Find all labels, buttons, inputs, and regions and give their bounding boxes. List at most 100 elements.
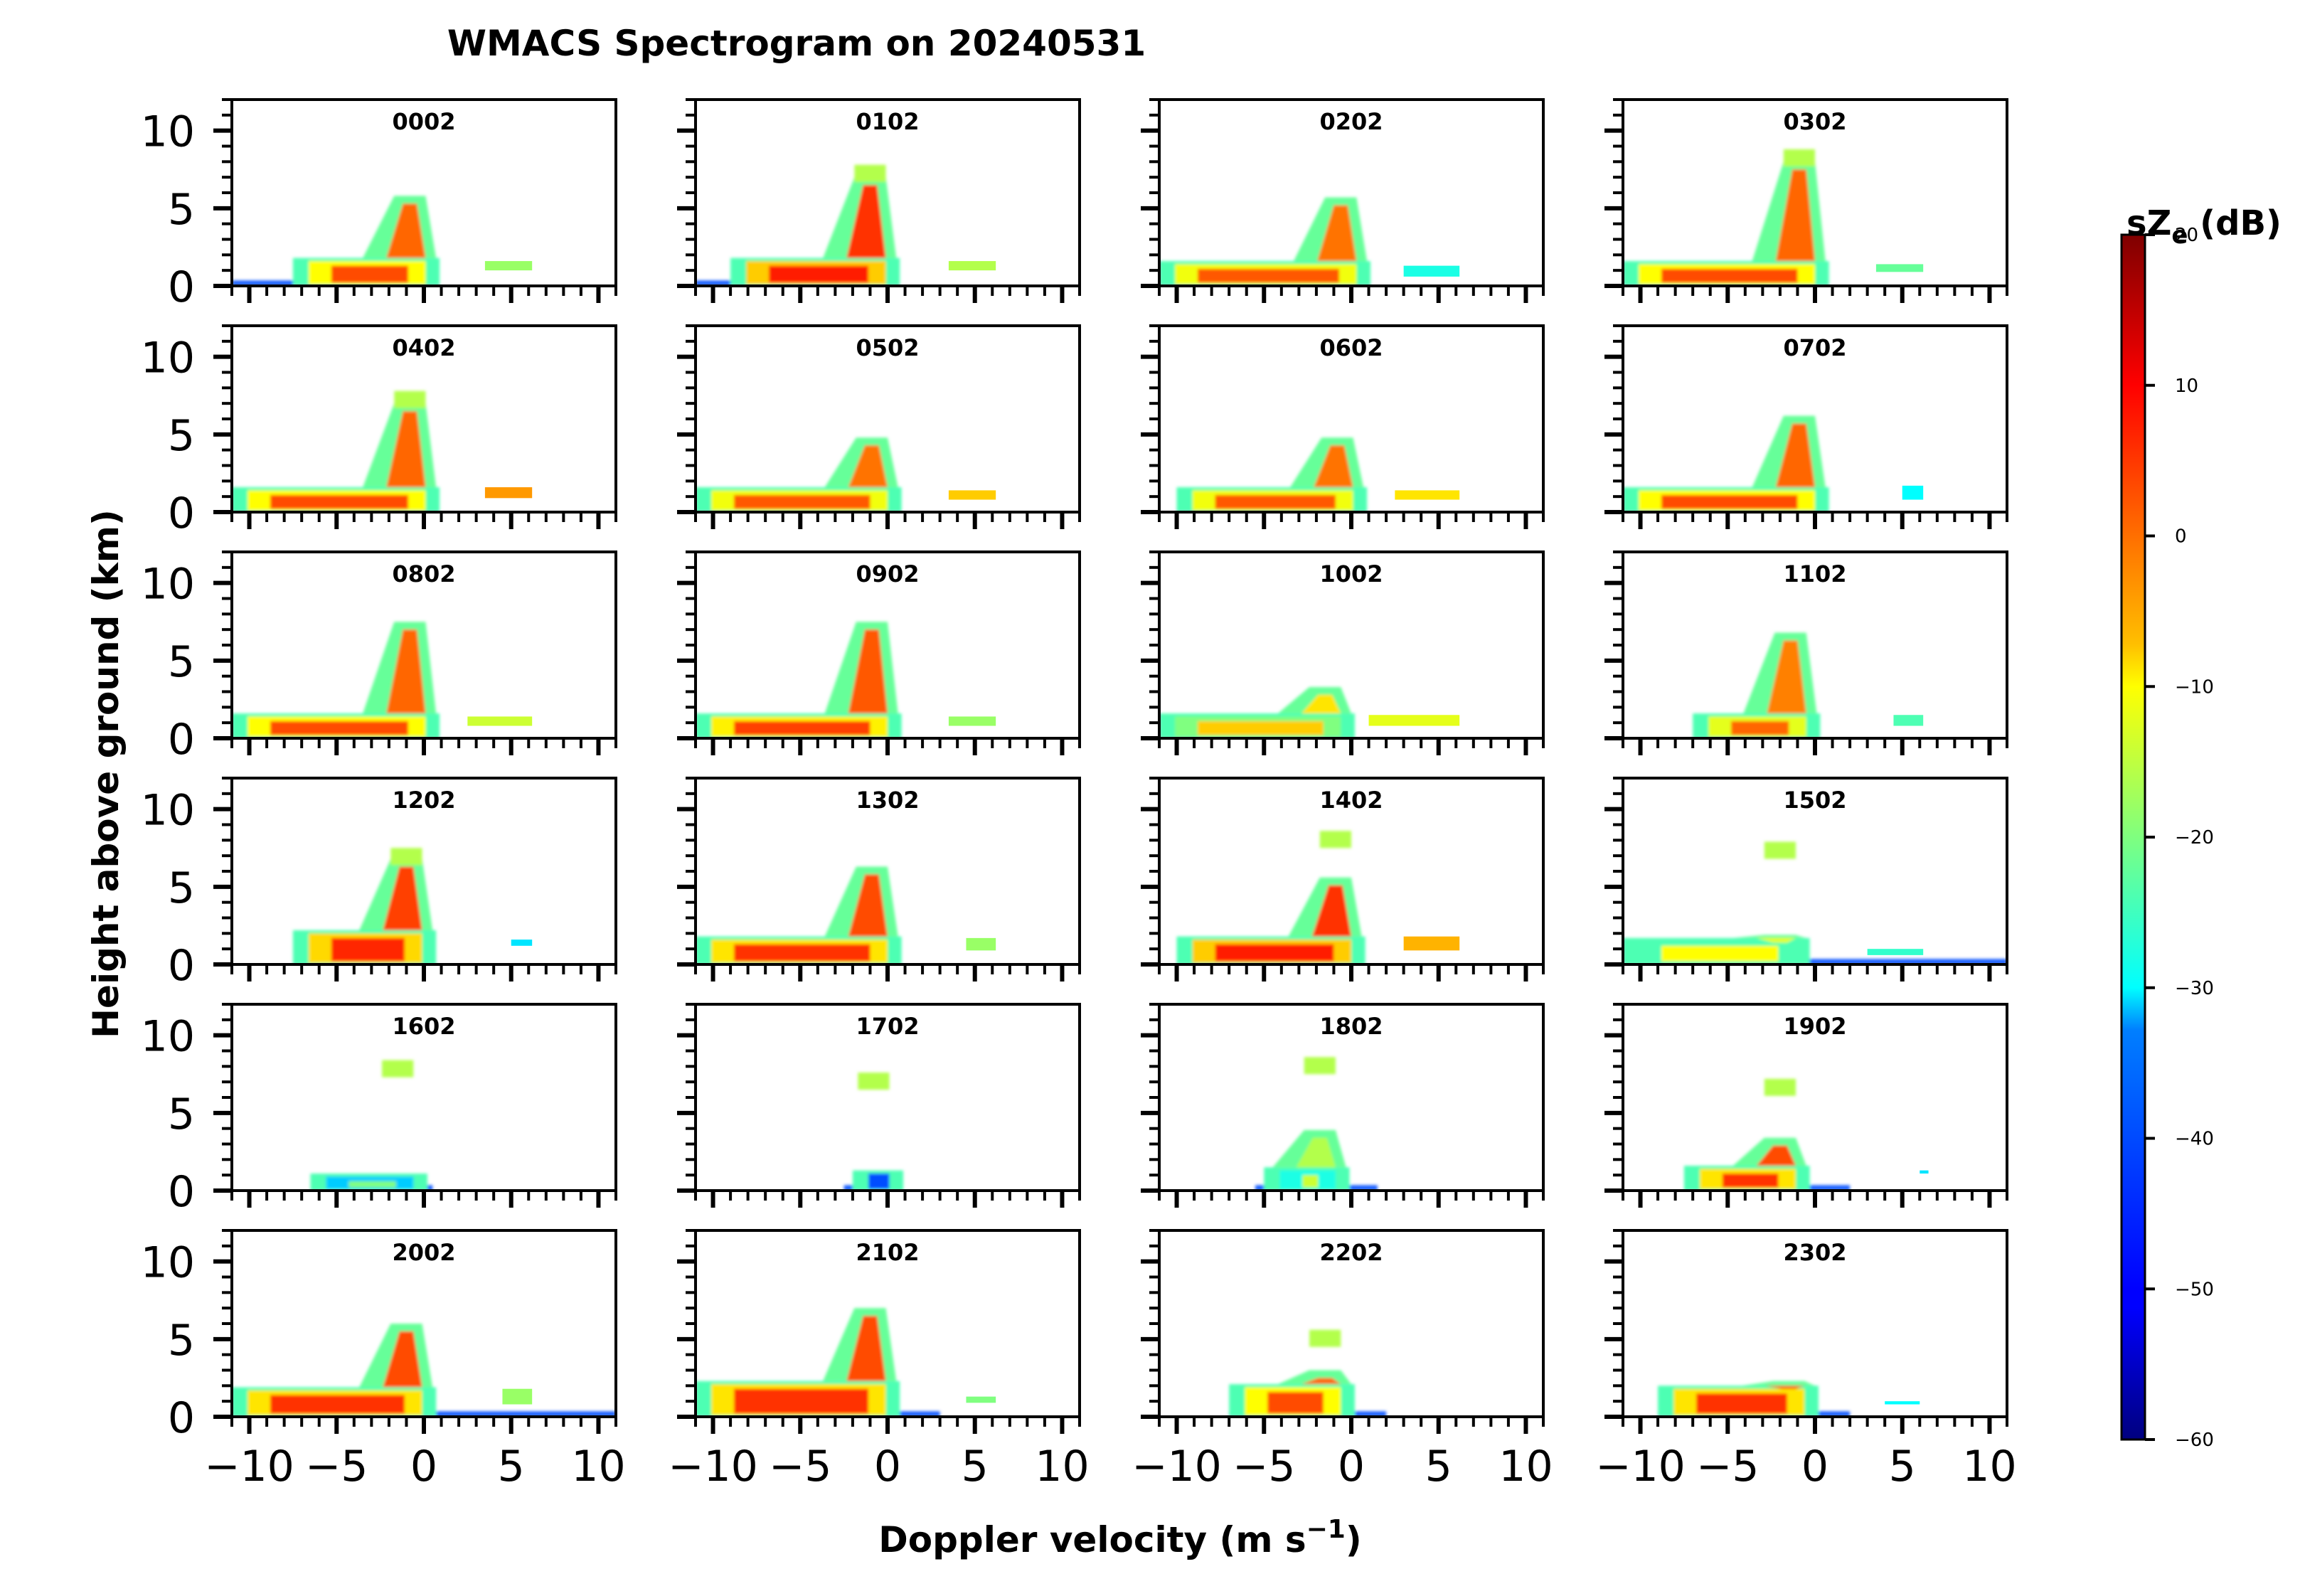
panel-1002: 1002 bbox=[1141, 550, 1545, 755]
spectrogram-field bbox=[1658, 1380, 1920, 1417]
panel-background bbox=[1623, 1004, 2007, 1191]
panel-time-label: 1702 bbox=[856, 1013, 919, 1040]
echo-core-inner bbox=[1756, 937, 1796, 943]
panel-0502: 0502 bbox=[677, 324, 1081, 529]
panel-frame bbox=[1158, 1003, 1545, 1192]
y-axis-label: Height above ground (km) bbox=[85, 509, 127, 1038]
spectrogram-echoes bbox=[1176, 437, 1368, 512]
x-tick-label: 5 bbox=[1425, 1442, 1452, 1491]
echo-layer-core bbox=[1198, 268, 1339, 283]
echo-core-inner bbox=[1314, 445, 1353, 488]
echo-aloft bbox=[390, 848, 422, 866]
x-tick-label: 0 bbox=[1801, 1442, 1828, 1491]
panel-frame bbox=[230, 324, 617, 514]
echo-core-inner bbox=[848, 445, 888, 488]
echo-side-band bbox=[1920, 1170, 1929, 1174]
panel-time-label: 1302 bbox=[856, 787, 919, 814]
echo-core-inner bbox=[846, 1316, 886, 1381]
spectrogram-echoes bbox=[1623, 415, 1829, 512]
echo-core-inner bbox=[1311, 885, 1351, 937]
y-tick-label: 10 bbox=[141, 786, 195, 836]
panel-time-label: 0902 bbox=[856, 560, 919, 587]
panel-frame bbox=[694, 1229, 1081, 1418]
echo-fringe bbox=[1623, 959, 2007, 964]
y-tick-label: 10 bbox=[141, 560, 195, 610]
echo-core-inner bbox=[386, 411, 426, 488]
spectrogram-field bbox=[696, 866, 996, 964]
echo-side-band bbox=[1875, 264, 1924, 272]
echo-core-inner bbox=[386, 629, 426, 714]
spectrogram-field bbox=[696, 622, 996, 738]
spectrogram-echoes bbox=[232, 1324, 616, 1417]
colorbar-tick-label: −60 bbox=[2175, 1430, 2214, 1451]
echo-layer-core bbox=[1731, 720, 1789, 735]
spectrogram-echoes bbox=[1229, 1329, 1387, 1417]
panel-frame bbox=[694, 777, 1081, 966]
spectrogram-field bbox=[696, 164, 996, 286]
x-tick-label: −5 bbox=[1233, 1442, 1295, 1491]
echo-side-band bbox=[948, 716, 996, 726]
spectrogram-echoes bbox=[1693, 632, 1821, 738]
colorbar-tick-label: −40 bbox=[2175, 1129, 2214, 1150]
x-tick-label: −10 bbox=[204, 1442, 294, 1491]
x-axis-label-close: ) bbox=[1346, 1519, 1362, 1560]
panel-time-label: 1202 bbox=[392, 787, 455, 814]
panel-time-label: 0402 bbox=[392, 334, 455, 361]
x-axis-label: Doppler velocity (m s−1) bbox=[878, 1515, 1361, 1560]
spectrogram-field bbox=[1159, 686, 1460, 738]
spectrogram-field bbox=[232, 622, 533, 738]
spectrogram-echoes bbox=[696, 622, 902, 738]
panel-2002: 0 5 10 −10 −5 0 5 10 2002 bbox=[141, 1229, 626, 1491]
x-tick-label: 5 bbox=[1889, 1442, 1916, 1491]
panel-time-label: 0302 bbox=[1783, 108, 1846, 135]
spectrogram-field bbox=[843, 1073, 904, 1191]
echo-core-inner bbox=[1756, 1145, 1796, 1166]
panel-time-label: 1102 bbox=[1783, 560, 1846, 587]
echo-side-band bbox=[1867, 949, 1924, 955]
spectrogram-field bbox=[1159, 197, 1460, 286]
echo-core-inner bbox=[1301, 1378, 1341, 1385]
panel-0702: 0702 bbox=[1604, 324, 2008, 529]
echo-aloft bbox=[1764, 841, 1796, 859]
y-tick-label: 0 bbox=[168, 715, 195, 765]
echo-side-band bbox=[1395, 490, 1460, 500]
echo-layer-core bbox=[1722, 1173, 1779, 1188]
echo-layer-core bbox=[769, 265, 868, 283]
panel-time-label: 2002 bbox=[392, 1239, 455, 1266]
echo-layer-core bbox=[1661, 268, 1798, 283]
y-tick-label: 10 bbox=[141, 334, 195, 383]
y-tick-label: 5 bbox=[168, 637, 195, 687]
echo-side-band bbox=[948, 261, 996, 271]
echo-side-band bbox=[1902, 485, 1924, 500]
echo-layer-core bbox=[348, 1181, 396, 1188]
panel-0102: 0102 bbox=[677, 98, 1081, 303]
colorbar-label: sZe (dB) bbox=[2126, 203, 2282, 250]
spectrogram-echoes bbox=[696, 866, 902, 964]
spectrogram-field bbox=[1623, 841, 2007, 964]
panel-background bbox=[696, 1004, 1080, 1191]
echo-side-band bbox=[502, 1388, 533, 1405]
panel-frame bbox=[694, 1003, 1081, 1192]
panel-frame bbox=[1622, 324, 2008, 514]
echo-core-inner bbox=[1765, 1385, 1805, 1389]
echo-side-band bbox=[511, 940, 533, 946]
spectrogram-echoes bbox=[232, 390, 440, 512]
echo-core-inner bbox=[1296, 1137, 1336, 1168]
panel-time-label: 1002 bbox=[1319, 560, 1383, 587]
echo-aloft bbox=[1304, 1057, 1336, 1075]
panel-0002: 0 5 10 0002 bbox=[141, 98, 617, 312]
colorbar-tick-label: −20 bbox=[2175, 827, 2214, 848]
panel-frame bbox=[230, 98, 617, 287]
panel-time-label: 2202 bbox=[1319, 1239, 1383, 1266]
echo-core-inner bbox=[1767, 640, 1806, 714]
panel-frame bbox=[1158, 550, 1545, 740]
panel-frame bbox=[1622, 1229, 2008, 1418]
panel-time-label: 0002 bbox=[392, 108, 455, 135]
x-tick-label: 10 bbox=[571, 1442, 625, 1491]
panel-1902: 1902 bbox=[1604, 1003, 2008, 1208]
echo-aloft bbox=[854, 164, 886, 182]
colorbar-label-subscript: e bbox=[2171, 221, 2188, 250]
panel-1702: 1702 bbox=[677, 1003, 1081, 1208]
panel-frame bbox=[1622, 550, 2008, 740]
panel-frame bbox=[694, 324, 1081, 514]
